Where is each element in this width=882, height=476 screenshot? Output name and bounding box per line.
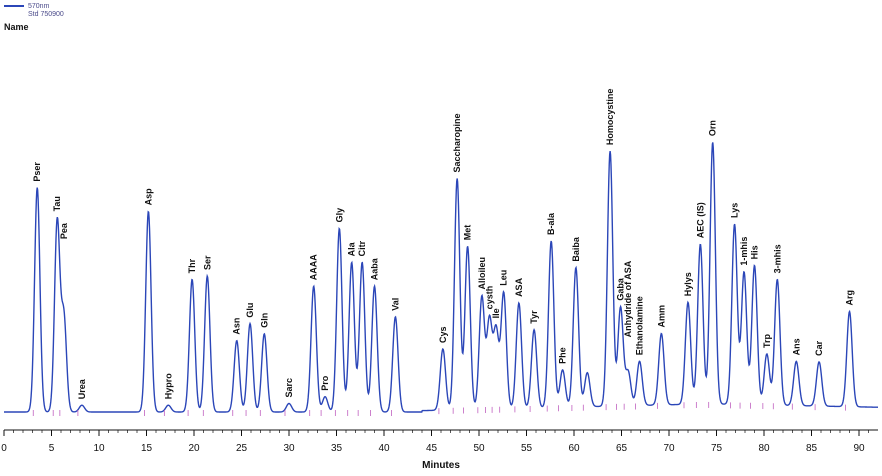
x-axis-label: Minutes [422, 460, 460, 471]
peak-label: Orn [708, 120, 718, 136]
peak-label: Ethanolamine [635, 296, 645, 355]
peak-label: Val [390, 298, 400, 311]
peak-label: Citr [357, 240, 367, 256]
x-tick-label: 35 [331, 443, 343, 454]
peak-label: Sarc [284, 378, 294, 398]
peak-label: Pea [59, 222, 69, 239]
legend-series-sublabel: Std 750900 [28, 10, 64, 18]
x-tick-label: 25 [236, 443, 248, 454]
peak-label: Car [814, 340, 824, 356]
peak-label: 1-mhis [739, 237, 749, 266]
x-tick-label: 55 [521, 443, 533, 454]
peak-label: Cys [438, 326, 448, 343]
peak-label: Asp [143, 188, 153, 206]
peak-label: Homocystine [605, 89, 615, 146]
x-tick-label: 30 [283, 443, 295, 454]
peak-label: Leu [499, 270, 509, 286]
x-tick-label: 5 [49, 443, 55, 454]
peak-label: Ser [202, 255, 212, 270]
peak-label: Saccharopine [452, 113, 462, 172]
peak-label: His [750, 245, 760, 259]
x-tick-label: 15 [141, 443, 153, 454]
peak-label: B-ala [546, 212, 556, 235]
peak-label: Urea [77, 378, 87, 399]
peak-label: Gaba [616, 277, 626, 301]
peak-label: Ala [347, 241, 357, 256]
peak-label: Amm [656, 305, 666, 328]
x-tick-label: 80 [758, 443, 770, 454]
peak-label: Hylys [683, 272, 693, 296]
x-tick-label: 90 [853, 443, 865, 454]
axis-layer: 0 5 10 15 20 25 30 35 40 45 50 55 60 65 70 75 80 85 90 [1, 429, 878, 454]
x-tick-label: 50 [473, 443, 485, 454]
x-tick-label: 70 [663, 443, 675, 454]
peak-label: Glu [245, 303, 255, 318]
legend-entry: 570nm [4, 2, 64, 10]
peak-label: Ans [791, 338, 801, 355]
peak-label: 3-mhis [772, 244, 782, 273]
peak-label: Gly [334, 208, 344, 223]
peak-label: Gln [259, 313, 269, 328]
legend-series-label: 570nm [28, 2, 50, 10]
peak-label: Tyr [529, 310, 539, 324]
x-tick-label: 0 [1, 443, 7, 454]
peak-label: Anhydride of ASA [623, 260, 633, 337]
x-tick-label: 65 [616, 443, 628, 454]
peak-label: Aaba [370, 257, 380, 280]
peak-label: Pser [32, 162, 42, 182]
peak-label: Thr [187, 258, 197, 273]
x-tick-label: 20 [188, 443, 200, 454]
peak-label: Lys [730, 203, 740, 218]
peak-label: Baiba [571, 236, 581, 262]
x-tick-label: 45 [426, 443, 438, 454]
x-tick-label: 85 [806, 443, 818, 454]
x-tick-label: 60 [568, 443, 580, 454]
chromatogram-trace [4, 142, 879, 413]
legend-sub-entry: Std 750900 [4, 10, 64, 18]
peak-label: Alloileu [477, 257, 487, 290]
peak-label: AEC (IS) [695, 202, 705, 238]
peak-label: Hypro [163, 373, 173, 400]
peak-label: Phe [558, 347, 568, 364]
legend-name-label: Name [4, 22, 29, 32]
peak-label: Arg [845, 290, 855, 306]
legend: 570nm Std 750900 Name [4, 2, 64, 32]
peak-label: Asn [232, 318, 242, 335]
peak-label: ASA [514, 277, 524, 297]
peak-label: Pro [320, 375, 330, 391]
peak-label: cysth [484, 286, 494, 310]
series-layer [4, 142, 879, 416]
x-tick-label: 40 [378, 443, 390, 454]
peak-label: Trp [762, 333, 772, 348]
peak-label: AAAA [309, 254, 319, 280]
peak-label: Tau [52, 196, 62, 211]
peak-label: Ile [491, 308, 501, 318]
peak-label: Met [463, 225, 473, 241]
legend-swatch [4, 5, 24, 7]
x-tick-label: 10 [93, 443, 105, 454]
x-tick-label: 75 [711, 443, 723, 454]
